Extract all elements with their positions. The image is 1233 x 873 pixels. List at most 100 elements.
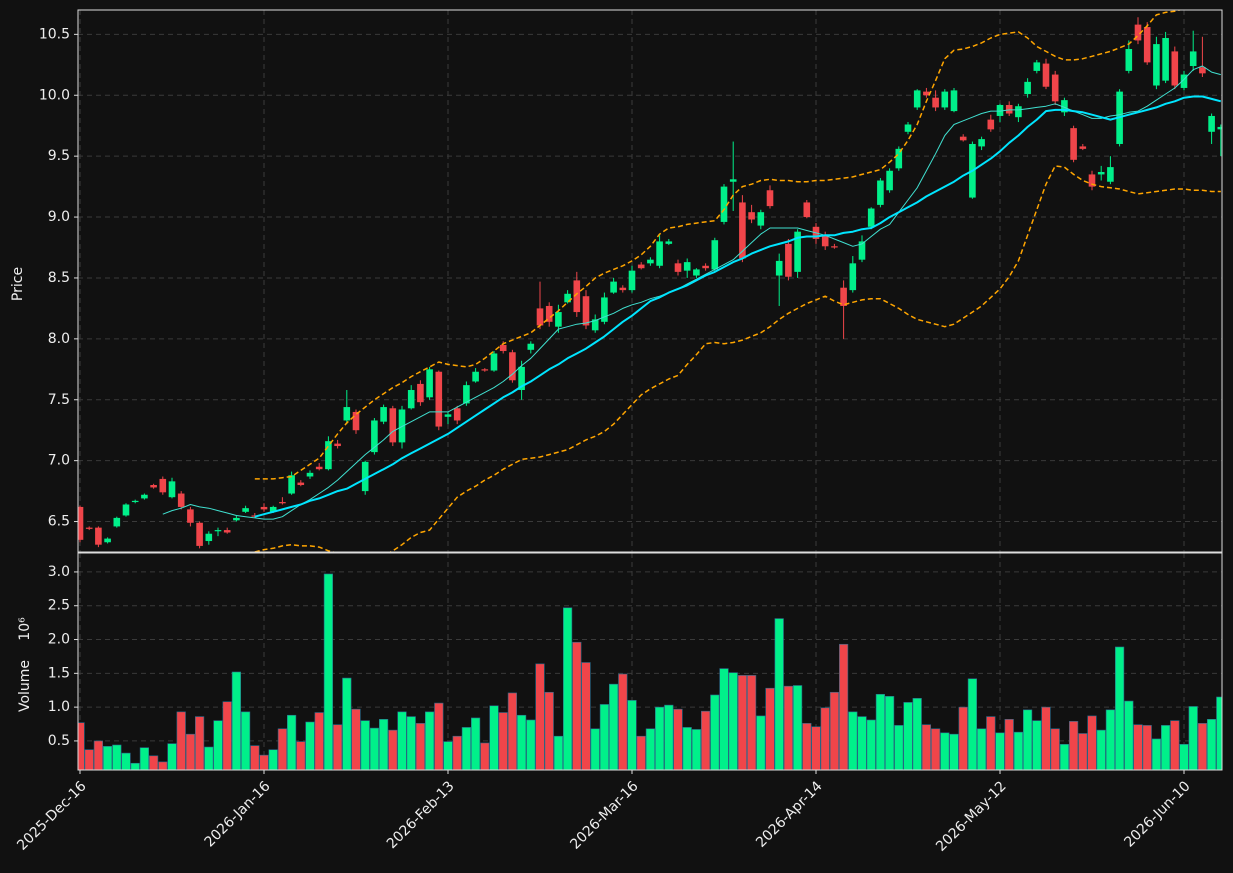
volume-bar (121, 752, 131, 770)
volume-bar (700, 710, 711, 770)
candle-body (233, 517, 240, 521)
volume-bar (342, 677, 352, 770)
candle-body (417, 383, 424, 403)
candle-body (1171, 51, 1179, 86)
y-tick-label: 8.0 (48, 331, 70, 347)
volume-bar (645, 728, 655, 770)
volume-bar (296, 741, 306, 770)
volume-bar (802, 723, 812, 770)
volume-bar (93, 740, 103, 770)
volume-bar (866, 719, 876, 770)
candle-body (343, 407, 351, 421)
candle-body (269, 506, 277, 512)
candle-body (950, 90, 958, 112)
candle-body (959, 136, 967, 141)
volume-bar (323, 573, 334, 770)
candle-body (693, 269, 700, 276)
volume-bar (949, 733, 959, 770)
volume-bar (627, 700, 637, 770)
candle-body (1143, 27, 1151, 63)
candle-body (141, 494, 148, 499)
candle-body (996, 105, 1004, 116)
candle-body (564, 293, 571, 303)
candle-body (472, 371, 479, 382)
candle-body (720, 186, 728, 222)
candle-body (223, 530, 231, 533)
volume-bar (562, 607, 573, 770)
volume-bar (1142, 725, 1152, 770)
volume-bar (958, 706, 968, 770)
candle-body (426, 369, 433, 398)
volume-bar (783, 685, 793, 770)
volume-bar (149, 755, 159, 770)
volume-bar (765, 687, 775, 770)
volume-bar (415, 723, 426, 770)
volume-bar (1197, 723, 1207, 770)
y-tick-label: 8.5 (48, 270, 70, 286)
volume-bar (84, 749, 94, 770)
candle-body (435, 371, 443, 427)
candle-body (306, 472, 314, 477)
candle-body (987, 119, 995, 130)
volume-bar (1188, 706, 1198, 770)
volume-bar (811, 726, 821, 770)
candle-body (555, 312, 562, 327)
volume-bar (78, 722, 85, 770)
volume-bar (940, 732, 950, 770)
candle-body (775, 260, 783, 276)
volume-bar (406, 716, 416, 770)
y-tick-label: 3.0 (48, 564, 70, 580)
volume-bar (544, 691, 554, 770)
candle-body (702, 265, 709, 269)
volume-bar (1013, 731, 1023, 770)
volume-bar (434, 702, 444, 770)
candle-body (656, 241, 663, 266)
volume-bar (599, 704, 609, 770)
candle-body (1162, 38, 1169, 81)
volume-bar (185, 733, 196, 770)
volume-bar (673, 708, 683, 770)
overlay-line (254, 95, 1222, 518)
candle-body (1051, 74, 1059, 102)
candle-body (610, 281, 617, 293)
overlay-line (254, 10, 1183, 480)
candle-body (481, 369, 489, 371)
candle-body (279, 502, 286, 504)
candle-body (831, 246, 838, 248)
volume-bar (388, 729, 398, 770)
candle-body (371, 420, 378, 453)
volume-bar (710, 694, 720, 770)
candle-body (794, 231, 801, 272)
volume-bar (1124, 700, 1134, 770)
volume-bar (995, 732, 1005, 770)
volume-bar (875, 693, 885, 770)
candle-body (131, 500, 139, 503)
volume-bar (884, 696, 895, 770)
y-tick-label: 1.5 (48, 665, 70, 681)
volume-bar (213, 720, 223, 770)
volume-bar (1050, 728, 1060, 770)
volume-bar (746, 675, 757, 770)
candle-body (196, 522, 203, 546)
candle-body (1061, 100, 1068, 113)
volume-bar (1096, 729, 1106, 770)
candle-body (1134, 24, 1142, 41)
candle-body (785, 243, 792, 277)
y-tick-label: 9.5 (48, 148, 70, 164)
volume-bar (1115, 646, 1125, 770)
candle-body (591, 319, 599, 331)
volume-bar (241, 711, 251, 770)
candle-body (1189, 51, 1197, 67)
candle-body (877, 180, 884, 205)
candle-body (619, 287, 627, 291)
volume-bar (397, 711, 407, 770)
volume-bar (820, 707, 830, 770)
candle-body (748, 212, 755, 220)
y-tick-label: 2.5 (48, 598, 70, 614)
candle-body (288, 475, 295, 494)
volume-bar (1216, 696, 1222, 770)
candle-body (168, 481, 176, 498)
candle-body (665, 241, 673, 244)
volume-bar (792, 685, 803, 770)
